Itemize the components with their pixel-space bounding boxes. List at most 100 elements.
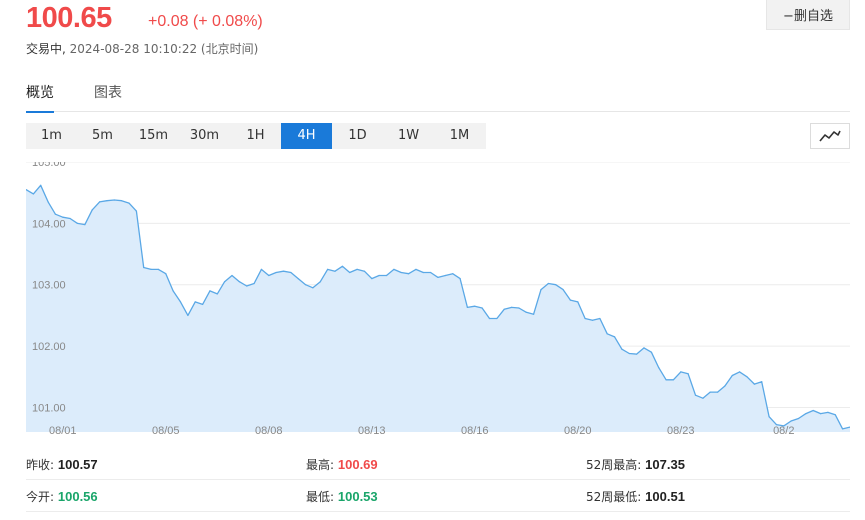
data-point	[371, 278, 373, 280]
period-1mo[interactable]: 1M	[449, 128, 470, 143]
last-price: 100.65	[26, 2, 112, 34]
period-4h[interactable]: 4H	[281, 123, 332, 149]
view-tabs: 概览 图表	[26, 82, 850, 113]
chart-style-toggle-button[interactable]	[810, 123, 850, 149]
line-chart-icon	[819, 130, 841, 142]
data-point	[569, 299, 572, 301]
data-point	[297, 278, 299, 280]
quote-timestamp: 2024-08-28 10:10:22 (北京时间)	[69, 42, 259, 56]
data-point	[687, 373, 689, 375]
stat-low: 最低: 100.53	[306, 482, 378, 512]
data-point	[636, 353, 638, 355]
data-point	[739, 371, 741, 373]
stat-prev-close-label: 昨收:	[26, 458, 55, 472]
data-point	[349, 271, 351, 274]
data-point	[746, 376, 748, 378]
data-point	[341, 265, 343, 267]
stat-open-value: 100.56	[57, 489, 98, 504]
x-tick-label: 08/05	[152, 425, 180, 437]
data-point	[363, 270, 365, 272]
stat-low-label: 最低:	[306, 490, 335, 504]
data-point	[584, 317, 586, 320]
period-1m[interactable]: 1m	[41, 128, 62, 143]
y-tick-label: 105.00	[32, 162, 66, 169]
data-point	[135, 210, 137, 212]
x-tick-label: 08/16	[461, 425, 489, 437]
data-point	[290, 271, 292, 274]
trading-status: 交易中, 2024-08-28 10:10:22 (北京时间)	[26, 40, 258, 57]
data-point	[437, 276, 439, 278]
data-point	[172, 290, 174, 292]
data-point	[709, 391, 711, 393]
data-point	[128, 202, 130, 204]
data-point	[231, 274, 233, 277]
stat-52w-low-label: 52周最低:	[586, 490, 642, 504]
remove-watchlist-button[interactable]: −删自选	[766, 0, 850, 30]
data-point	[99, 201, 101, 203]
data-point	[628, 352, 630, 355]
data-point	[820, 413, 822, 415]
data-point	[327, 268, 329, 270]
stat-high-label: 最高:	[306, 458, 335, 472]
data-point	[179, 301, 182, 303]
data-point	[84, 224, 86, 226]
data-point	[761, 381, 763, 383]
trading-status-label: 交易中,	[26, 42, 66, 56]
data-point	[113, 199, 115, 201]
price-chart[interactable]: 105.00 104.00 103.00 102.00 101.00 08/01 08/05…	[26, 162, 850, 444]
data-point	[76, 222, 79, 224]
data-point	[533, 313, 535, 315]
data-point	[238, 281, 240, 283]
period-1h[interactable]: 1H	[246, 128, 265, 143]
data-point	[385, 274, 388, 277]
data-point	[606, 333, 608, 335]
data-point	[246, 285, 248, 287]
data-point	[150, 268, 152, 270]
data-point	[268, 274, 270, 277]
data-point	[797, 417, 800, 420]
data-point	[121, 200, 123, 202]
data-point	[444, 274, 446, 277]
data-point	[650, 351, 653, 353]
data-point	[69, 217, 71, 220]
period-1d[interactable]: 1D	[348, 128, 367, 143]
stat-52w-high: 52周最高: 107.35	[586, 450, 685, 480]
data-point	[408, 273, 410, 275]
stat-prev-close: 昨收: 100.57	[26, 450, 98, 480]
data-point	[525, 311, 527, 313]
data-point	[378, 274, 380, 277]
stat-52w-high-value: 107.35	[645, 457, 685, 472]
data-point	[54, 213, 56, 215]
data-point	[599, 317, 601, 320]
period-5m[interactable]: 5m	[92, 128, 113, 143]
data-point	[400, 271, 402, 274]
period-selector: 1m 5m 15m 30m 1H 4H 1D 1W 1M	[26, 123, 486, 149]
stat-open-label: 今开:	[26, 490, 55, 504]
data-point	[474, 305, 476, 307]
data-point	[731, 374, 733, 377]
tab-chart[interactable]: 图表	[94, 85, 122, 101]
data-point	[106, 200, 108, 202]
period-1w[interactable]: 1W	[397, 128, 420, 143]
tab-overview[interactable]: 概览	[26, 82, 54, 113]
stats-row-2: 今开: 100.56 最低: 100.53 52周最低: 100.51	[26, 482, 850, 512]
data-point	[415, 268, 417, 270]
stat-prev-close-value: 100.57	[57, 457, 98, 472]
data-point	[312, 287, 314, 289]
data-point	[562, 289, 564, 291]
data-point	[187, 314, 189, 316]
data-point	[194, 301, 196, 303]
data-point	[253, 282, 255, 285]
x-tick-label: 08/20	[564, 425, 592, 437]
data-point	[577, 301, 579, 303]
period-30m[interactable]: 30m	[189, 128, 220, 143]
data-point	[827, 411, 829, 413]
period-15m[interactable]: 15m	[138, 128, 169, 143]
y-tick-label: 104.00	[32, 218, 66, 230]
stats-row-1: 昨收: 100.57 最高: 100.69 52周最高: 107.35	[26, 450, 850, 480]
data-point	[47, 201, 49, 203]
y-tick-label: 101.00	[32, 402, 66, 414]
data-point	[805, 413, 807, 415]
data-point	[422, 271, 424, 274]
data-point	[481, 307, 483, 309]
